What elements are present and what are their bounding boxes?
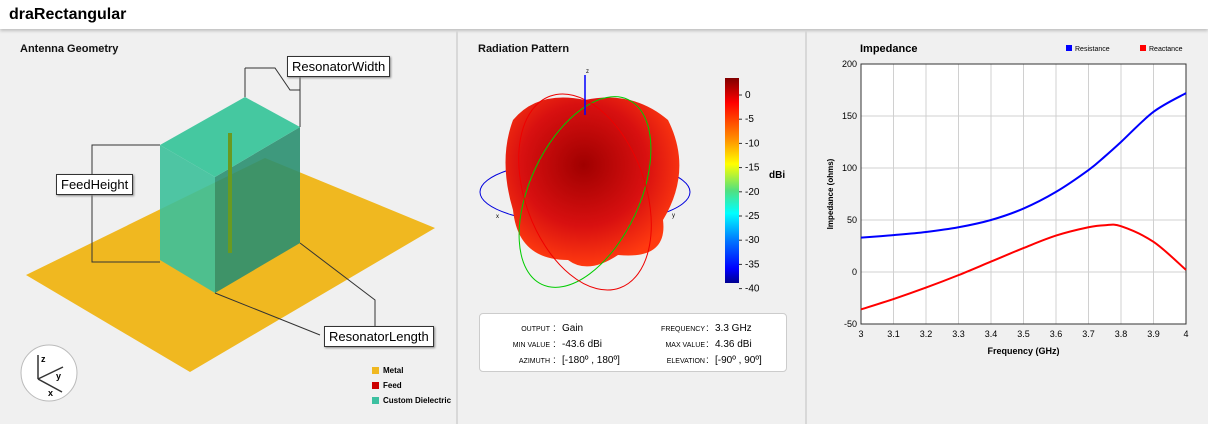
legend-dielectric: Custom Dielectric xyxy=(372,396,451,405)
pattern-surface xyxy=(505,97,680,267)
radiation-pattern-3d[interactable]: z x y 0 -5 -10 -15 -20 -25 -30 -35 -40 dBi xyxy=(458,60,803,305)
y-tick-label: 50 xyxy=(847,215,857,225)
app-title: draRectangular xyxy=(9,6,127,23)
x-tick-label: 3.6 xyxy=(1050,329,1063,339)
resonator-width-label: ResonatorWidth xyxy=(287,56,391,77)
chart-title: Impedance xyxy=(860,43,917,55)
x-tick-label: 3.2 xyxy=(920,329,933,339)
x-tick-label: 4 xyxy=(1183,329,1188,339)
y-tick-label: 0 xyxy=(852,267,857,277)
pattern-axis-x: x xyxy=(496,214,499,220)
pattern-axis-z: z xyxy=(586,69,589,75)
resonator-length-label: ResonatorLength xyxy=(324,326,434,347)
pattern-axis-y: y xyxy=(672,213,675,219)
y-tick-label: 150 xyxy=(842,111,857,121)
pattern-info-box: OUTPUT Gain MIN VALUE -43.6 dBi AZIMUTH [-1… xyxy=(479,313,787,372)
series-line-reactance xyxy=(860,223,1187,311)
divider[interactable] xyxy=(456,31,458,424)
legend-swatch xyxy=(1066,45,1072,51)
colorbar-tick-label: -15 xyxy=(745,163,760,174)
colorbar-tick-label: -20 xyxy=(745,187,760,198)
pattern-title: Radiation Pattern xyxy=(478,43,570,55)
elevation-circle-1 xyxy=(518,96,652,288)
impedance-chart[interactable]: Impedance 3 3.1 3.2 3.3 3.4 3.5 3.6 3.7 3.8 3.9 4 20… xyxy=(808,31,1208,424)
x-tick-label: 3 xyxy=(858,329,863,339)
x-axis-label: Frequency (GHz) xyxy=(987,346,1059,356)
x-tick-label: 3.4 xyxy=(985,329,998,339)
colorbar-tick-label: -25 xyxy=(745,211,760,222)
antenna-geometry-view[interactable]: z y x xyxy=(0,0,456,424)
axis-z: z xyxy=(41,354,46,364)
geometry-title: Antenna Geometry xyxy=(20,43,119,55)
colorbar-tick-label: -30 xyxy=(745,235,760,246)
max-value: 4.36 dBi xyxy=(715,339,752,350)
colorbar-tick-label: -5 xyxy=(745,114,754,125)
y-axis-label: Impedance (ohms) xyxy=(826,158,835,229)
colorbar-unit: dBi xyxy=(769,170,785,181)
y-tick-label: 200 xyxy=(842,59,857,69)
dielectric-front xyxy=(160,145,215,293)
output-value: Gain xyxy=(562,323,584,334)
dielectric-side xyxy=(215,127,300,293)
title-bar: draRectangular xyxy=(0,0,1208,29)
colorbar-tick-label: -40 xyxy=(745,284,760,295)
series-line-resistance xyxy=(860,92,1187,239)
colorbar-tick-label: -35 xyxy=(745,259,760,270)
legend-label: Reactance xyxy=(1149,46,1183,53)
axis-x: x xyxy=(48,388,53,398)
x-tick-label: 3.3 xyxy=(952,329,965,339)
elevation-circle-2 xyxy=(518,93,652,291)
x-tick-label: 3.1 xyxy=(887,329,900,339)
y-tick-label: -50 xyxy=(844,319,857,329)
legend-label: Resistance xyxy=(1075,46,1110,53)
frequency-value: 3.3 GHz xyxy=(715,323,752,334)
colorbar xyxy=(725,78,739,283)
x-tick-label: 3.8 xyxy=(1115,329,1128,339)
x-tick-label: 3.7 xyxy=(1082,329,1095,339)
elevation-value: [-90º , 90º] xyxy=(715,355,762,366)
legend-metal: Metal xyxy=(372,366,403,375)
x-tick-label: 3.5 xyxy=(1017,329,1030,339)
min-value: -43.6 dBi xyxy=(562,339,603,350)
colorbar-tick-label: 0 xyxy=(745,90,751,101)
legend-feed: Feed xyxy=(372,381,402,390)
feed xyxy=(228,133,232,253)
y-tick-label: 100 xyxy=(842,163,857,173)
divider[interactable] xyxy=(805,31,807,424)
axis-y: y xyxy=(56,371,61,381)
feed-height-label: FeedHeight xyxy=(56,174,134,195)
colorbar-tick-label: -10 xyxy=(745,138,760,149)
x-tick-label: 3.9 xyxy=(1147,329,1160,339)
azimuth-value: [-180º , 180º] xyxy=(562,355,620,366)
legend-swatch xyxy=(1140,45,1146,51)
